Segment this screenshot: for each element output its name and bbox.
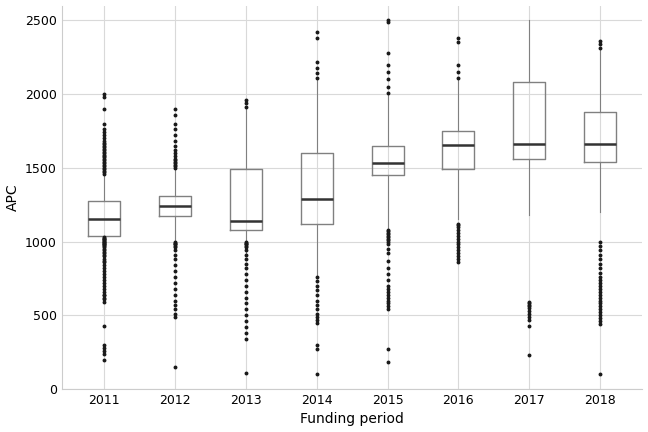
- Y-axis label: APC: APC: [6, 184, 19, 211]
- X-axis label: Funding period: Funding period: [300, 413, 404, 426]
